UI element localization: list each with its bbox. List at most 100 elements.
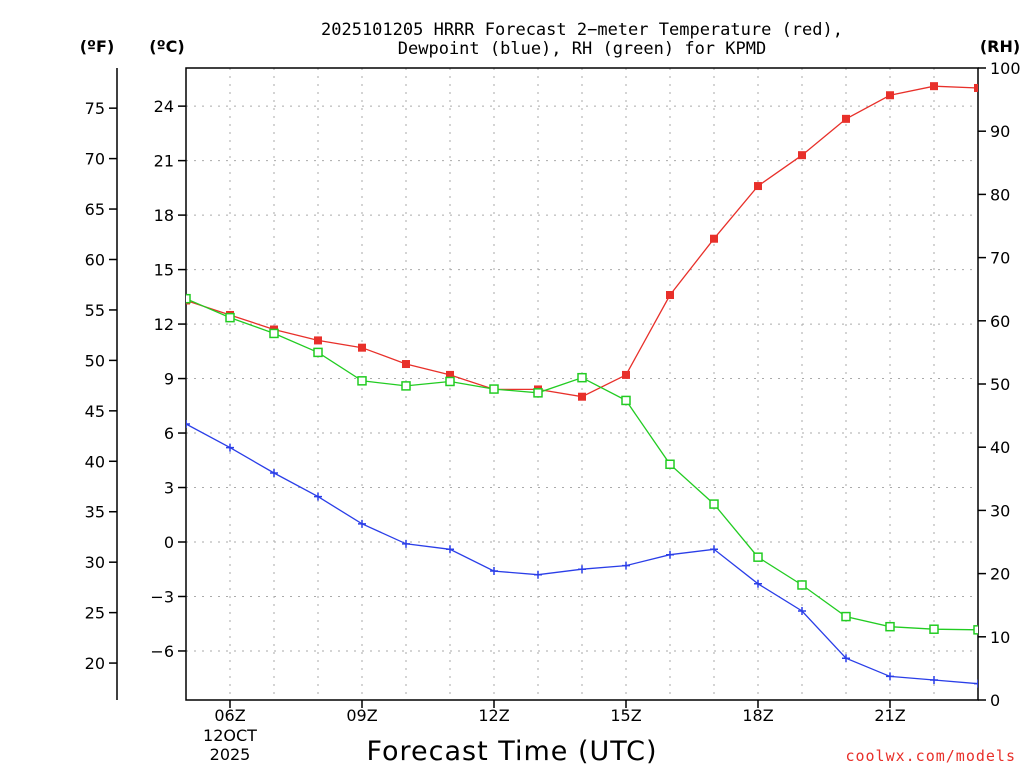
dewpoint-point bbox=[622, 561, 630, 570]
rh-point bbox=[797, 580, 807, 590]
dewpoint-point bbox=[842, 654, 850, 663]
grid-lines bbox=[186, 68, 978, 700]
dewpoint-point bbox=[754, 579, 762, 588]
rh-tick-label: 60 bbox=[990, 312, 1010, 331]
rh-point bbox=[269, 328, 279, 339]
rh-point bbox=[709, 499, 719, 509]
rh-point bbox=[445, 376, 455, 387]
x-tick-label: 09Z bbox=[346, 706, 377, 725]
dewpoint-point bbox=[666, 550, 674, 559]
fahrenheit-tick-label: 65 bbox=[85, 200, 105, 219]
dewpoint-point bbox=[798, 607, 806, 616]
dewpoint-point bbox=[270, 468, 278, 477]
temperature-point bbox=[314, 336, 322, 345]
fahrenheit-unit-label: (ºF) bbox=[80, 37, 115, 56]
celsius-tick-label: 12 bbox=[154, 315, 174, 334]
rh-point bbox=[401, 381, 411, 391]
temperature-point bbox=[358, 343, 366, 352]
temperature-point bbox=[710, 234, 718, 243]
celsius-tick-label: 3 bbox=[164, 479, 174, 498]
fahrenheit-tick-label: 40 bbox=[85, 452, 105, 471]
dewpoint-point bbox=[578, 565, 586, 574]
temperature-point bbox=[974, 83, 978, 92]
rh-tick-label: 20 bbox=[990, 565, 1010, 584]
x-tick-date-label: 12OCT bbox=[203, 726, 257, 745]
rh-point bbox=[885, 621, 895, 632]
fahrenheit-tick-label: 25 bbox=[85, 604, 105, 623]
dewpoint-point bbox=[314, 492, 322, 501]
x-tick-year-label: 2025 bbox=[210, 745, 251, 764]
temperature-series bbox=[186, 82, 978, 401]
site-credit: coolwx.com/models bbox=[845, 747, 1016, 765]
rh-point bbox=[489, 384, 499, 394]
dewpoint-point bbox=[358, 519, 366, 528]
temperature-point bbox=[754, 182, 762, 191]
rh-tick-label: 50 bbox=[990, 375, 1010, 394]
fahrenheit-tick-label: 30 bbox=[85, 553, 105, 572]
fahrenheit-tick-label: 60 bbox=[85, 250, 105, 269]
celsius-tick-label: 18 bbox=[154, 206, 174, 225]
dewpoint-point bbox=[886, 672, 894, 681]
rh-tick-label: 70 bbox=[990, 249, 1010, 268]
celsius-tick-label: 6 bbox=[164, 424, 174, 443]
fahrenheit-tick-label: 70 bbox=[85, 150, 105, 169]
dewpoint-point bbox=[490, 567, 498, 576]
dewpoint-point bbox=[186, 419, 190, 428]
rh-tick-label: 100 bbox=[990, 59, 1021, 78]
temperature-point bbox=[666, 291, 674, 300]
temperature-point bbox=[622, 370, 630, 379]
x-tick-label: 15Z bbox=[610, 706, 641, 725]
data-series bbox=[186, 82, 978, 688]
rh-tick-label: 0 bbox=[990, 691, 1000, 710]
celsius-tick-label: 0 bbox=[164, 533, 174, 552]
x-tick-label: 21Z bbox=[874, 706, 905, 725]
rh-point bbox=[225, 312, 235, 323]
celsius-tick-label: −6 bbox=[150, 642, 174, 661]
rh-series bbox=[186, 293, 978, 635]
temperature-point bbox=[446, 370, 454, 379]
dewpoint-point bbox=[534, 570, 542, 579]
fahrenheit-tick-label: 75 bbox=[85, 99, 105, 118]
celsius-tick-label: 24 bbox=[154, 97, 174, 116]
rh-point bbox=[841, 611, 851, 622]
rh-tick-label: 30 bbox=[990, 501, 1010, 520]
dewpoint-point bbox=[446, 545, 454, 554]
rh-point bbox=[533, 388, 543, 398]
temperature-point bbox=[402, 360, 410, 369]
rh-point bbox=[929, 624, 939, 634]
dewpoint-point bbox=[930, 676, 938, 685]
rh-point bbox=[621, 395, 631, 406]
x-tick-label: 12Z bbox=[478, 706, 509, 725]
rh-tick-label: 80 bbox=[990, 185, 1010, 204]
x-tick-label: 06Z bbox=[214, 706, 245, 725]
fahrenheit-tick-label: 50 bbox=[85, 351, 105, 370]
x-axis-label: Forecast Time (UTC) bbox=[366, 736, 657, 767]
celsius-tick-label: 15 bbox=[154, 261, 174, 280]
x-tick-label: 18Z bbox=[742, 706, 773, 725]
rh-point bbox=[665, 459, 675, 470]
fahrenheit-tick-label: 55 bbox=[85, 301, 105, 320]
chart-title-line1: 2025101205 HRRR Forecast 2−meter Tempera… bbox=[321, 20, 843, 40]
chart-title-line2: Dewpoint (blue), RH (green) for KPMD bbox=[398, 39, 766, 59]
celsius-tick-label: 21 bbox=[154, 152, 174, 171]
dewpoint-point bbox=[974, 679, 978, 688]
temperature-point bbox=[930, 82, 938, 91]
fahrenheit-tick-label: 45 bbox=[85, 402, 105, 421]
rh-point bbox=[313, 347, 323, 358]
dewpoint-point bbox=[710, 545, 718, 554]
temperature-point bbox=[886, 91, 894, 100]
dewpoint-point bbox=[402, 539, 410, 548]
fahrenheit-tick-label: 20 bbox=[85, 654, 105, 673]
temperature-point bbox=[842, 114, 850, 123]
rh-point bbox=[577, 372, 587, 383]
celsius-tick-label: −3 bbox=[150, 587, 174, 606]
rh-tick-label: 10 bbox=[990, 628, 1010, 647]
temperature-point bbox=[798, 151, 806, 160]
dewpoint-point bbox=[226, 443, 234, 452]
celsius-unit-label: (ºC) bbox=[149, 37, 184, 56]
rh-tick-label: 90 bbox=[990, 122, 1010, 141]
rh-point bbox=[753, 552, 763, 562]
rh-unit-label: (RH) bbox=[980, 37, 1020, 56]
rh-point bbox=[357, 376, 367, 386]
